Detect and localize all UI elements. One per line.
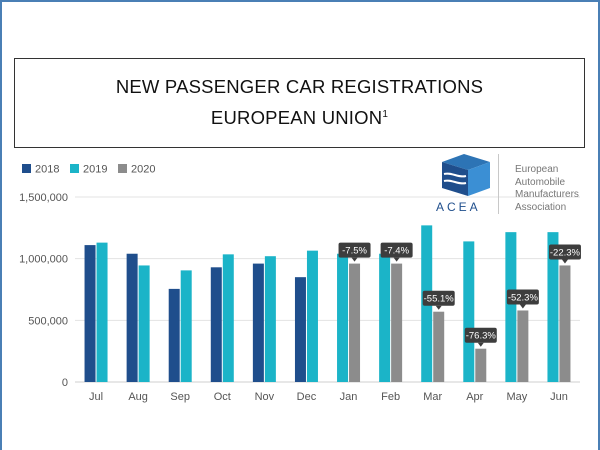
annotation-label-jan: -7.5%: [342, 246, 367, 257]
annotation-box-mar: [422, 290, 455, 306]
legend-swatch-2020: [118, 164, 127, 173]
bar-mar-2020: [433, 311, 445, 382]
x-tick-label-apr: Apr: [466, 391, 483, 403]
annotation-pointer-may: [519, 304, 526, 309]
title-line-2-text: EUROPEAN UNION: [210, 107, 383, 129]
x-tick-label-may: May: [506, 391, 527, 403]
bar-sep-2019: [180, 270, 192, 382]
bar-oct-2019: [222, 254, 234, 382]
x-tick-label-nov: Nov: [255, 391, 275, 403]
title-footnote-marker: 1: [382, 109, 389, 121]
annotation-pointer-jun: [561, 259, 568, 264]
bar-nov-2019: [264, 256, 276, 382]
y-tick-label-0: 0: [62, 377, 68, 389]
x-axis-ticks: Jul Aug Sep Oct Nov Dec Jan Feb Mar Apr May Jun: [89, 391, 568, 403]
annotation-label-jun: -22.3%: [550, 247, 581, 258]
x-tick-label-jun: Jun: [550, 391, 568, 403]
logo-acronym: ACEA: [436, 200, 481, 214]
y-tick-label-1: 500,000: [28, 315, 68, 327]
annotation-box-apr: [464, 327, 497, 343]
y-axis-ticks: 0 500,000 1,000,000 1,500,000: [19, 192, 68, 389]
x-tick-label-dec: Dec: [297, 391, 317, 403]
legend: 2018 2019 2020: [22, 164, 155, 176]
frame-right-border: [598, 0, 600, 450]
bar-feb-2020: [391, 263, 403, 382]
logo-line-1: European: [515, 164, 559, 175]
annotation-pointer-jan: [351, 257, 358, 262]
annotation-box-may: [506, 289, 539, 305]
logo-line-3: Manufacturers: [515, 189, 579, 200]
frame-top-border: [0, 0, 600, 2]
legend-label-2020: 2020: [131, 164, 155, 176]
x-tick-label-sep: Sep: [170, 391, 190, 403]
logo-org-name: European Automobile Manufacturers Associ…: [515, 164, 595, 214]
x-tick-label-oct: Oct: [214, 391, 231, 403]
title-box: NEW PASSENGER CAR REGISTRATIONS EUROPEAN…: [14, 58, 585, 148]
grid-lines: [75, 196, 580, 383]
bar-feb-2019: [379, 253, 391, 382]
logo-line-4: Association: [515, 201, 567, 213]
bar-jul-2019: [96, 242, 108, 382]
annotation-box-jan: [338, 242, 371, 258]
x-tick-label-aug: Aug: [128, 391, 148, 403]
legend-swatch-2019: [70, 164, 79, 173]
logo-line-2: Automobile: [515, 176, 566, 188]
acea-cube-icon: [442, 154, 490, 196]
bar-jun-2020: [559, 265, 571, 382]
bar-jun-2019: [547, 232, 559, 382]
x-tick-label-jan: Jan: [340, 391, 358, 403]
x-tick-label-mar: Mar: [423, 391, 442, 403]
title-line-1: NEW PASSENGER CAR REGISTRATIONS: [115, 76, 484, 98]
bar-nov-2018: [252, 263, 264, 382]
annotation-pointer-feb: [393, 257, 400, 262]
title-line-2: EUROPEAN UNION1: [211, 101, 388, 132]
bar-dec-2018: [294, 277, 306, 382]
bar-jan-2019: [337, 253, 349, 382]
bar-jul-2018: [84, 245, 96, 382]
acea-logo: ACEA European Automobile Manufacturers A…: [430, 152, 590, 218]
bar-may-2019: [505, 232, 517, 382]
bars: [84, 225, 571, 382]
bar-aug-2019: [138, 265, 150, 382]
legend-label-2018: 2018: [35, 164, 59, 176]
y-tick-label-2: 1,000,000: [19, 254, 68, 266]
annotation-box-jun: [548, 244, 581, 260]
legend-label-2019: 2019: [83, 164, 107, 176]
annotation-pointer-apr: [477, 342, 484, 347]
bar-apr-2019: [463, 241, 475, 382]
bar-sep-2018: [168, 288, 180, 382]
x-tick-label-feb: Feb: [381, 391, 400, 403]
annotations: -7.5% -7.4% -55.1% -76.3% -52.3% -22.3%: [338, 242, 581, 347]
bar-may-2020: [517, 310, 529, 382]
annotation-label-may: -52.3%: [508, 292, 539, 303]
bar-dec-2019: [306, 250, 318, 382]
y-tick-label-3: 1,500,000: [19, 192, 68, 204]
logo-divider: [498, 154, 499, 214]
annotation-label-mar: -55.1%: [424, 294, 455, 305]
x-tick-label-jul: Jul: [89, 391, 103, 403]
bar-jan-2020: [349, 263, 361, 382]
annotation-label-feb: -7.4%: [384, 246, 409, 257]
legend-swatch-2018: [22, 164, 31, 173]
frame-left-border: [0, 0, 2, 450]
bar-chart: 2018 2019 2020 0500,0001,000,0001,500,000 …: [19, 164, 581, 403]
bar-aug-2018: [126, 253, 138, 382]
bar-oct-2018: [210, 267, 222, 382]
annotation-box-feb: [380, 242, 413, 258]
bar-apr-2020: [475, 348, 487, 382]
annotation-pointer-mar: [435, 305, 442, 310]
annotation-label-apr: -76.3%: [466, 331, 497, 342]
